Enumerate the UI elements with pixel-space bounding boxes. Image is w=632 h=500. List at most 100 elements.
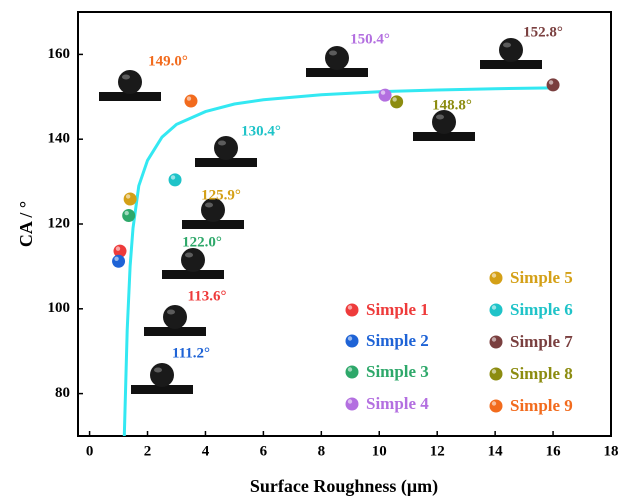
legend-shine — [347, 399, 353, 404]
data-label: 111.2° — [172, 345, 210, 361]
droplet-shine — [122, 74, 130, 80]
point — [546, 78, 560, 92]
x-tick-label: 14 — [488, 443, 504, 459]
legend-marker — [489, 303, 503, 317]
point-shine — [125, 194, 131, 199]
droplet-base — [162, 270, 224, 279]
point — [122, 209, 136, 223]
droplet-icons — [99, 38, 542, 394]
droplet-shine — [329, 50, 337, 56]
legend-shine — [491, 337, 497, 342]
data-label: 113.6° — [188, 288, 227, 304]
data-label: 149.0° — [148, 53, 188, 69]
x-tick-label: 18 — [604, 443, 619, 459]
x-tick-label: 0 — [86, 443, 94, 459]
y-tick-label: 120 — [48, 215, 71, 231]
legend-shine — [347, 336, 353, 341]
y-tick-label: 80 — [55, 385, 70, 401]
point-shine — [170, 175, 176, 180]
legend-label: Simple 5 — [510, 268, 573, 287]
legend-shine — [491, 305, 497, 310]
point — [390, 95, 404, 109]
point — [378, 88, 392, 102]
legend-label: Simple 4 — [366, 394, 429, 413]
legend-marker — [345, 334, 359, 348]
data-label: 150.4° — [350, 31, 390, 47]
point-shine — [115, 246, 121, 251]
droplet — [163, 305, 187, 329]
droplet-shine — [167, 309, 175, 315]
droplet — [150, 363, 174, 387]
legend-shine — [491, 369, 497, 374]
legend-shine — [347, 367, 353, 372]
point-shine — [114, 256, 119, 262]
y-tick-label: 140 — [48, 131, 71, 147]
droplet-base — [480, 60, 542, 69]
droplet-shine — [205, 202, 213, 208]
droplet-base — [144, 327, 206, 336]
legend-marker — [345, 303, 359, 317]
x-tick-label: 10 — [372, 443, 387, 459]
data-label: 122.0° — [182, 234, 222, 250]
legend-shine — [491, 401, 497, 406]
x-axis-title: Surface Roughness (μm) — [250, 476, 438, 497]
x-tick-label: 12 — [430, 443, 445, 459]
x-tick-label: 4 — [202, 443, 210, 459]
droplet-base — [131, 385, 193, 394]
data-label: 152.8° — [523, 24, 563, 40]
point — [168, 173, 182, 187]
legend-label: Simple 1 — [366, 300, 429, 319]
x-tick-label: 8 — [318, 443, 326, 459]
droplet — [499, 38, 523, 62]
droplet — [181, 248, 205, 272]
droplet-shine — [185, 252, 193, 258]
point-shine — [548, 80, 554, 85]
droplet — [432, 110, 456, 134]
point — [123, 192, 137, 206]
y-tick-label: 160 — [48, 46, 71, 62]
data-label: 130.4° — [241, 123, 281, 139]
droplet-base — [306, 68, 368, 77]
droplet-base — [413, 132, 475, 141]
legend-label: Simple 8 — [510, 364, 573, 383]
legend-shine — [491, 273, 497, 278]
legend-shine — [347, 305, 353, 310]
legend-marker — [489, 367, 503, 381]
x-tick-label: 2 — [144, 443, 152, 459]
legend-label: Simple 6 — [510, 300, 573, 319]
point — [112, 254, 126, 268]
legend-label: Simple 2 — [366, 331, 429, 350]
droplet-base — [195, 158, 257, 167]
legend-marker — [345, 365, 359, 379]
data-label: 125.9° — [201, 187, 241, 203]
legend-marker — [345, 397, 359, 411]
fit-curve — [122, 86, 554, 437]
legend-marker — [489, 399, 503, 413]
point-shine — [392, 97, 397, 102]
droplet-base — [182, 220, 244, 229]
droplet — [214, 136, 238, 160]
droplet-base — [99, 92, 161, 101]
legend-marker — [489, 335, 503, 349]
droplet-shine — [503, 42, 511, 48]
legend-label: Simple 9 — [510, 396, 573, 415]
droplet — [325, 46, 349, 70]
droplet-shine — [436, 114, 444, 120]
point-shine — [380, 90, 386, 95]
droplet — [118, 70, 142, 94]
droplet-shine — [154, 367, 162, 373]
data-label: 148.8° — [432, 97, 472, 113]
y-tick-label: 100 — [48, 300, 71, 316]
point — [184, 94, 198, 108]
point-shine — [186, 96, 192, 101]
x-tick-label: 16 — [546, 443, 562, 459]
x-tick-label: 6 — [260, 443, 268, 459]
point-shine — [124, 210, 129, 216]
legend-marker — [489, 271, 503, 285]
y-axis-title: CA / ° — [16, 201, 36, 247]
droplet-shine — [218, 140, 226, 146]
legend-label: Simple 7 — [510, 332, 573, 351]
legend-label: Simple 3 — [366, 362, 429, 381]
